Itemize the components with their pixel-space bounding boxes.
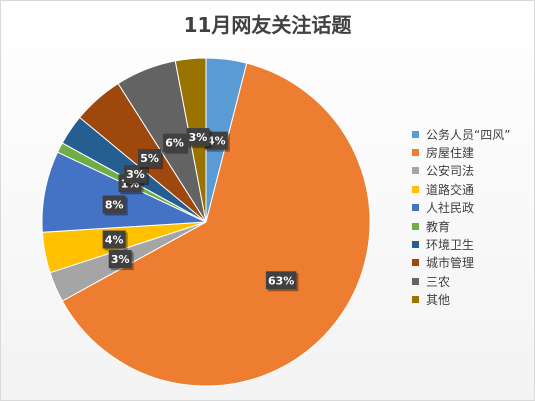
legend-swatch (412, 241, 419, 249)
legend-item: 公安司法 (412, 162, 510, 180)
data-label-text: 4% (207, 135, 226, 148)
data-label-8: 5% (138, 149, 164, 170)
legend-swatch (412, 149, 419, 157)
pie-slice-2 (61, 62, 371, 387)
legend-item: 环境卫生 (412, 235, 510, 253)
data-label-4: 4% (102, 230, 128, 251)
legend-swatch (412, 259, 419, 267)
legend-swatch (412, 277, 419, 285)
data-labels: 4%63%3%4%8%1%3%5%6%3% (102, 128, 299, 292)
legend-label: 教育 (426, 219, 451, 234)
data-label-text: 8% (105, 198, 124, 211)
legend-label: 城市管理 (426, 256, 475, 271)
legend-swatch (412, 185, 419, 193)
legend-item: 人社民政 (412, 199, 510, 217)
legend-item: 其他 (412, 291, 510, 309)
legend-label: 环境卫生 (426, 238, 475, 253)
legend-swatch (412, 167, 419, 175)
chart-title: 11月网友关注话题 (183, 13, 352, 37)
legend-item: 道路交通 (412, 180, 510, 198)
legend-item: 三农 (412, 272, 510, 290)
legend-label: 人社民政 (426, 201, 475, 216)
data-label-3: 3% (108, 250, 134, 271)
data-label-text: 3% (126, 168, 145, 181)
legend-item: 教育 (412, 217, 510, 235)
legend-label: 公务人员“四风” (426, 127, 511, 142)
pie-slices (41, 57, 371, 387)
data-label-text: 3% (111, 253, 130, 266)
data-label-9: 6% (163, 133, 189, 154)
data-label-text: 4% (105, 234, 124, 247)
data-label-text: 3% (189, 131, 208, 144)
legend-swatch (412, 204, 419, 212)
legend-swatch (412, 222, 419, 230)
data-label-2: 63% (265, 271, 299, 292)
data-label-1: 4% (204, 131, 230, 152)
legend-swatch (412, 296, 419, 304)
legend-label: 房屋住建 (426, 146, 475, 161)
data-label-text: 6% (165, 137, 184, 150)
data-label-text: 5% (140, 152, 159, 165)
data-label-10: 3% (186, 128, 212, 149)
data-label-text: 63% (268, 274, 294, 287)
data-label-5: 8% (102, 195, 128, 216)
legend: 公务人员“四风” 房屋住建公安司法道路交通人社民政教育环境卫生城市管理三农其他 (412, 125, 510, 309)
legend-label: 三农 (426, 274, 451, 289)
legend-swatch (412, 130, 419, 138)
legend-item: 城市管理 (412, 254, 510, 272)
data-label-7: 3% (123, 165, 149, 186)
legend-label: 其他 (426, 293, 451, 308)
legend-label: 公安司法 (426, 164, 475, 179)
legend-item: 房屋住建 (412, 143, 510, 161)
legend-label: 道路交通 (426, 182, 475, 197)
legend-item: 公务人员“四风” (412, 125, 510, 143)
